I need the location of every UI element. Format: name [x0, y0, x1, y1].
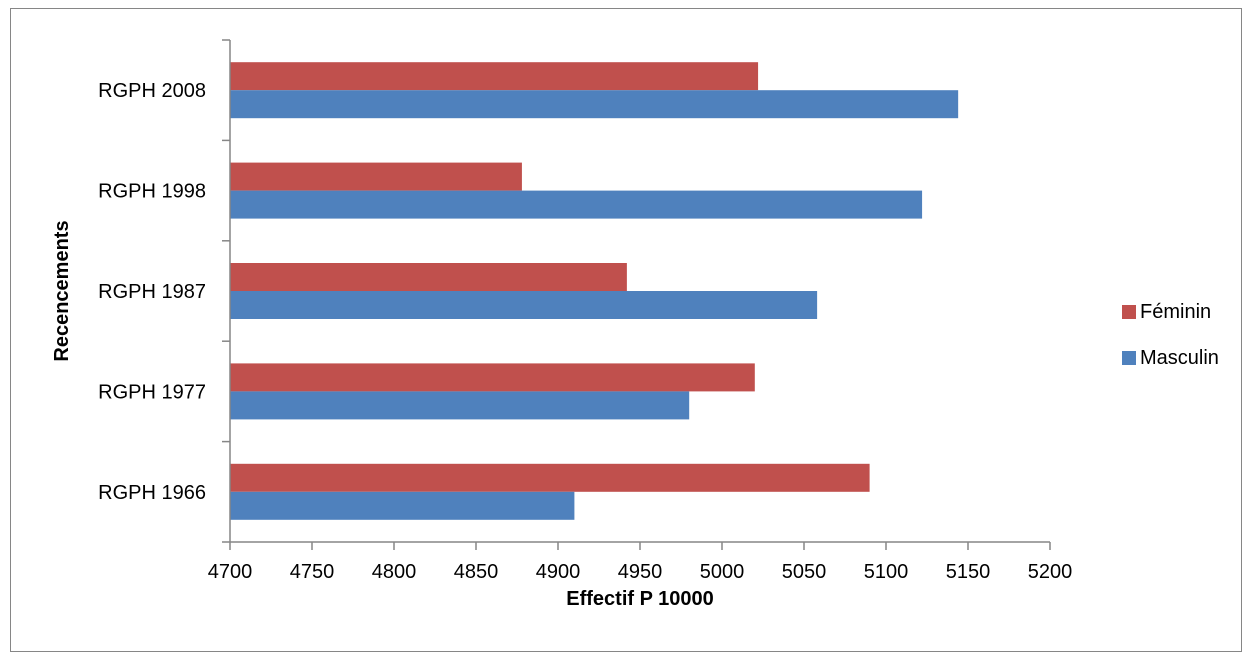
- y-tick-label: RGPH 1998: [98, 181, 206, 203]
- bar-masculin-rgph-1998: [230, 190, 923, 219]
- legend-swatch-feminin: [1122, 305, 1136, 319]
- legend-label-masculin: Masculin: [1140, 347, 1219, 369]
- y-tick-label: RGPH 1977: [98, 381, 206, 403]
- x-tick-label: 4900: [536, 561, 581, 583]
- x-tick-label: 4700: [208, 561, 253, 583]
- bar-feminin-rgph-2008: [230, 62, 759, 91]
- x-tick-label: 5050: [782, 561, 827, 583]
- x-tick-label: 4850: [454, 561, 499, 583]
- y-axis-title: Recencements: [51, 220, 73, 361]
- bar-feminin-rgph-1966: [230, 463, 870, 492]
- bar-masculin-rgph-2008: [230, 90, 959, 119]
- x-tick-label: 4800: [372, 561, 417, 583]
- x-tick-label: 5000: [700, 561, 745, 583]
- y-tick-label: RGPH 1966: [98, 482, 206, 504]
- y-tick-label: RGPH 2008: [98, 80, 206, 102]
- bar-masculin-rgph-1987: [230, 291, 818, 319]
- bar-feminin-rgph-1987: [230, 263, 627, 291]
- x-tick-label: 5150: [946, 561, 991, 583]
- bar-feminin-rgph-1977: [230, 363, 755, 392]
- bar-masculin-rgph-1977: [230, 391, 690, 420]
- ticks-layer: RGPH 1966 RGPH 1977 RGPH 1987 RGPH 1998 RGPH…: [98, 39, 1073, 583]
- x-tick-label: 5200: [1028, 561, 1073, 583]
- y-tick-label: RGPH 1987: [98, 281, 206, 303]
- bar-feminin-rgph-1998: [230, 162, 522, 191]
- legend-swatch-masculin: [1122, 351, 1136, 365]
- bars-layer: [230, 62, 959, 520]
- legend-label-feminin: Féminin: [1140, 301, 1211, 323]
- x-tick-label: 4950: [618, 561, 663, 583]
- bar-masculin-rgph-1966: [230, 491, 575, 520]
- x-axis-title: Effectif P 10000: [566, 588, 714, 610]
- legend: Féminin Masculin: [1122, 301, 1219, 369]
- x-tick-label: 4750: [290, 561, 335, 583]
- x-tick-label: 5100: [864, 561, 909, 583]
